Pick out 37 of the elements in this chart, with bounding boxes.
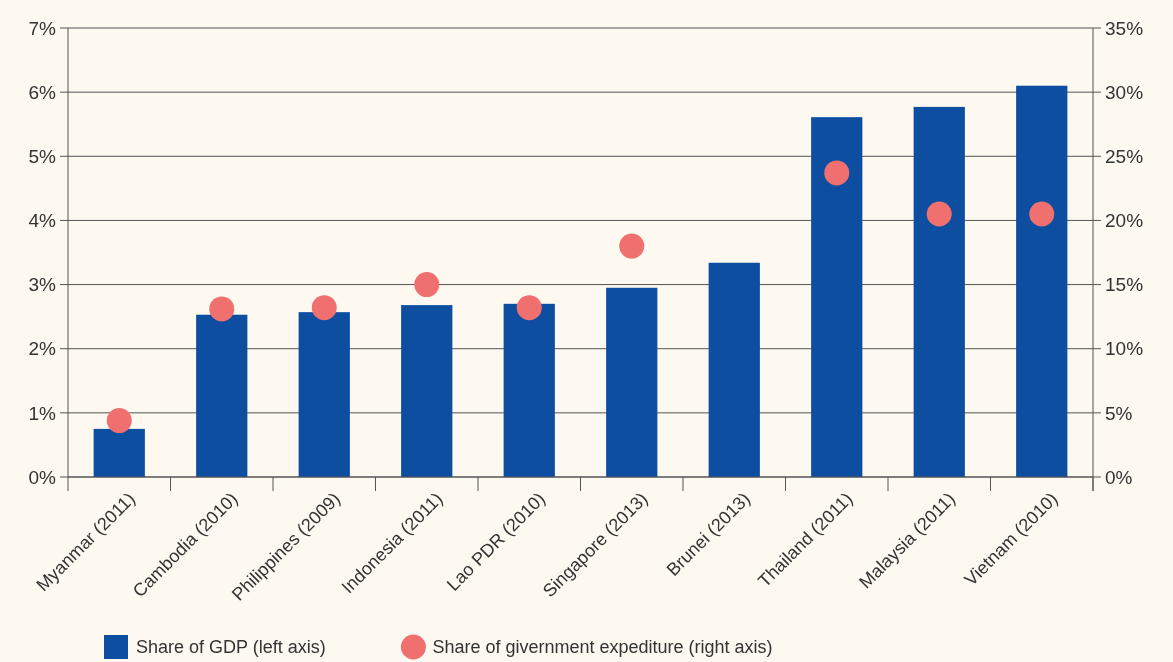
y2-tick-label: 25% [1105,145,1144,167]
y2-tick-label: 0% [1105,466,1133,488]
bar [913,106,965,477]
bar [401,305,453,477]
bar [503,303,555,477]
point [926,201,952,227]
legend-label: Share of givernment expediture (right axis) [432,637,773,658]
y-tick-label: 2% [28,338,57,360]
y-tick-label: 1% [28,402,57,424]
point [311,295,337,321]
y-tick-label: 3% [28,274,57,296]
y-tick-label: 5% [28,145,57,167]
bar [708,262,760,477]
y-tick-label: 0% [28,466,57,488]
point [619,233,645,259]
y2-tick-label: 35% [1105,17,1144,39]
bar [606,287,658,477]
y2-tick-label: 5% [1105,402,1133,424]
y2-tick-label: 15% [1105,274,1144,296]
bar [1016,85,1068,477]
bar [298,312,350,477]
point [1029,201,1055,227]
y2-tick-label: 10% [1105,338,1144,360]
point [209,296,235,322]
y-tick-label: 7% [28,17,57,39]
point [106,408,132,434]
y-tick-label: 6% [28,81,57,103]
y2-tick-label: 30% [1105,81,1144,103]
legend-label: Share of GDP (left axis) [136,637,326,658]
point [516,295,542,321]
y-tick-label: 4% [28,210,57,232]
point [414,272,440,298]
y2-tick-label: 20% [1105,210,1144,232]
bar [811,117,863,477]
point [824,160,850,186]
bar [93,428,145,477]
bar [196,314,248,477]
